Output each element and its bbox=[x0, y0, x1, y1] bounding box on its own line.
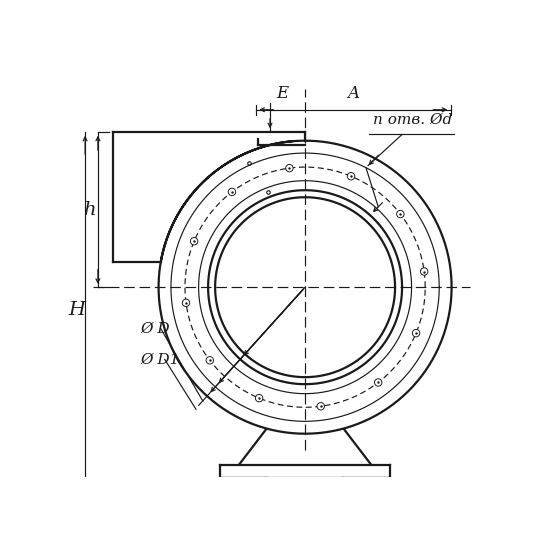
Text: Ø D: Ø D bbox=[140, 322, 170, 336]
Circle shape bbox=[347, 173, 355, 180]
Text: Ø D1: Ø D1 bbox=[140, 352, 180, 367]
Circle shape bbox=[317, 403, 325, 410]
Circle shape bbox=[375, 379, 382, 386]
Circle shape bbox=[228, 188, 236, 196]
Text: n отв. Ød: n отв. Ød bbox=[373, 113, 452, 127]
Circle shape bbox=[420, 268, 428, 275]
Circle shape bbox=[206, 356, 214, 364]
Text: h: h bbox=[83, 201, 95, 219]
Circle shape bbox=[256, 394, 263, 402]
Circle shape bbox=[191, 237, 198, 245]
Text: E: E bbox=[276, 85, 288, 102]
Text: H: H bbox=[69, 301, 86, 319]
Circle shape bbox=[286, 165, 293, 172]
Circle shape bbox=[182, 299, 190, 307]
Text: A: A bbox=[347, 85, 359, 102]
Circle shape bbox=[397, 210, 404, 218]
Circle shape bbox=[412, 330, 420, 337]
